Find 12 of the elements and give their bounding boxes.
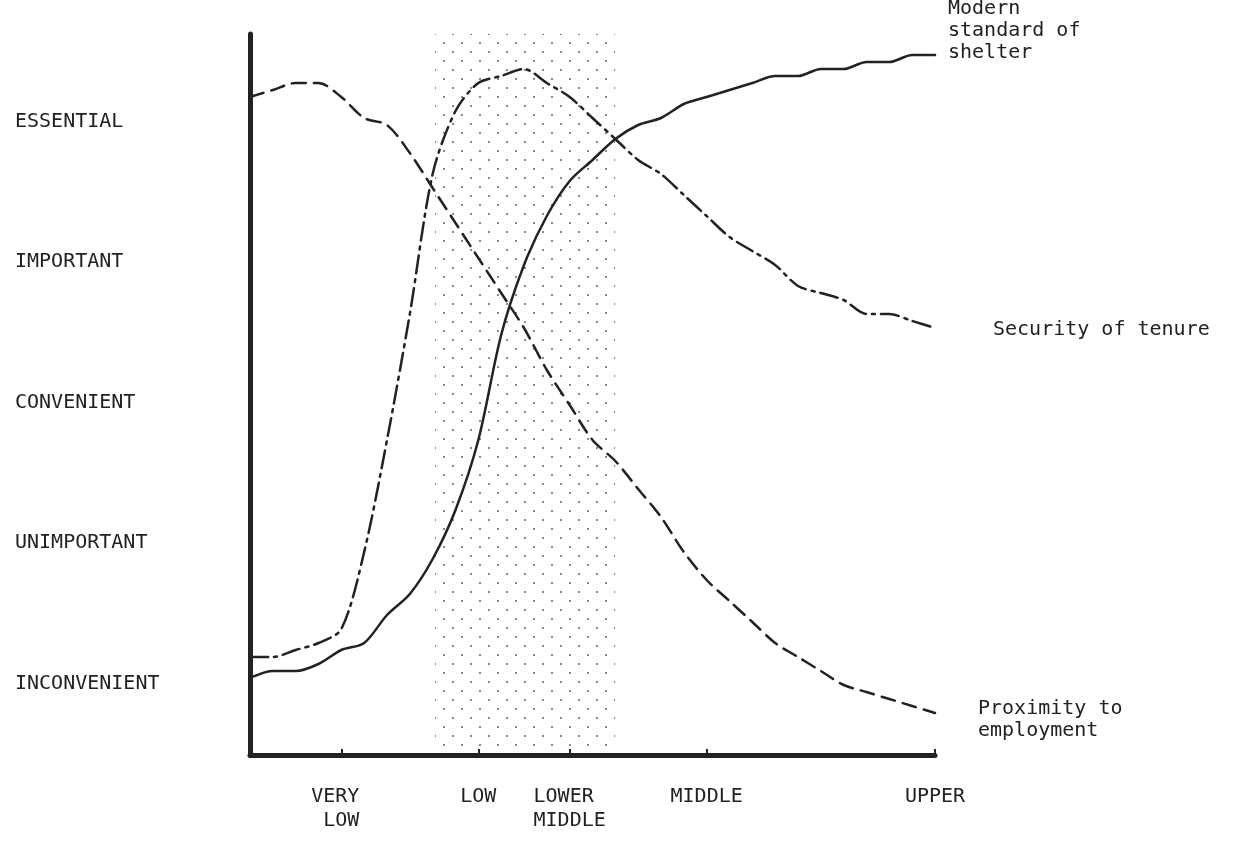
text: Security of tenure: [993, 316, 1210, 340]
x-tick-label: UPPER: [904, 783, 967, 807]
x-tick-label: LOW: [460, 783, 498, 807]
x-tick-label: MIDDLE: [670, 783, 743, 807]
x-tick-label: VERY LOW: [311, 783, 372, 831]
text: ESSENTIAL: [15, 107, 124, 132]
x-tick-label: LOWER MIDDLE: [533, 783, 606, 831]
text: CONVENIENT: [15, 388, 136, 413]
text: IMPORTANT: [15, 248, 124, 273]
text: UNIMPORTANT: [15, 529, 148, 554]
text: Proximity to employment: [978, 695, 1135, 741]
text: INCONVENIENT: [15, 669, 160, 694]
